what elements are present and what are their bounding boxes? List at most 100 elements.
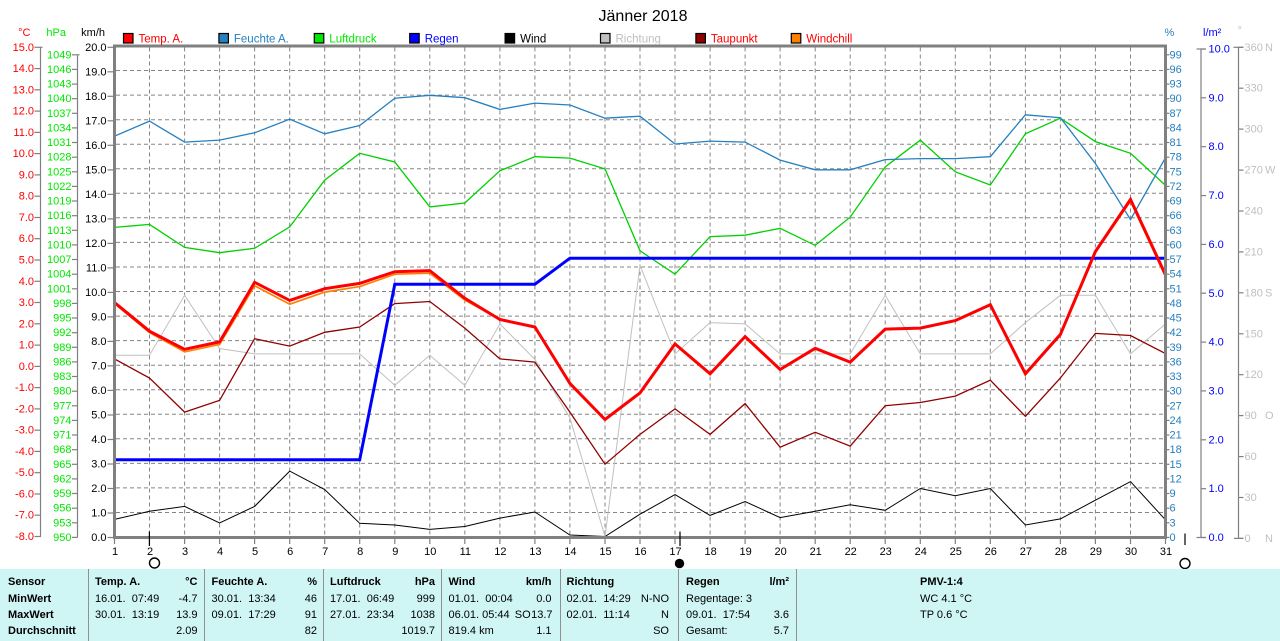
svg-text:16: 16 bbox=[634, 546, 646, 558]
svg-text:48: 48 bbox=[1170, 298, 1182, 310]
svg-text:1: 1 bbox=[112, 546, 118, 558]
svg-text:270: 270 bbox=[1245, 165, 1263, 177]
svg-text:10.0: 10.0 bbox=[13, 148, 34, 160]
svg-text:6: 6 bbox=[287, 546, 293, 558]
svg-text:0.0: 0.0 bbox=[1209, 532, 1224, 544]
svg-text:km/h: km/h bbox=[81, 27, 105, 39]
svg-text:9.0: 9.0 bbox=[19, 169, 34, 181]
svg-text:12.0: 12.0 bbox=[13, 106, 34, 118]
svg-text:1031: 1031 bbox=[47, 137, 71, 149]
svg-text:63: 63 bbox=[1170, 225, 1182, 237]
svg-text:39: 39 bbox=[1170, 342, 1182, 354]
svg-text:Windchill: Windchill bbox=[806, 34, 852, 46]
svg-text:1037: 1037 bbox=[47, 108, 71, 120]
svg-text:96: 96 bbox=[1170, 64, 1182, 76]
svg-text:968: 968 bbox=[53, 444, 71, 456]
svg-text:1019: 1019 bbox=[47, 196, 71, 208]
svg-text:18: 18 bbox=[704, 546, 716, 558]
svg-text:2.0: 2.0 bbox=[91, 483, 106, 495]
svg-text:Feuchte A.: Feuchte A. bbox=[234, 34, 289, 46]
svg-text:6.0: 6.0 bbox=[91, 385, 106, 397]
svg-text:W: W bbox=[1265, 165, 1276, 177]
svg-text:983: 983 bbox=[53, 371, 71, 383]
svg-text:-2.0: -2.0 bbox=[15, 403, 34, 415]
svg-text:N: N bbox=[1265, 533, 1273, 545]
svg-text:9.0: 9.0 bbox=[91, 311, 106, 323]
svg-text:24: 24 bbox=[915, 546, 927, 558]
svg-text:13.0: 13.0 bbox=[85, 213, 106, 225]
svg-text:3.0: 3.0 bbox=[19, 297, 34, 309]
svg-text:3: 3 bbox=[1170, 517, 1176, 529]
svg-text:1022: 1022 bbox=[47, 181, 71, 193]
svg-text:330: 330 bbox=[1245, 83, 1263, 95]
svg-text:989: 989 bbox=[53, 342, 71, 354]
svg-text:995: 995 bbox=[53, 313, 71, 325]
svg-text:Richtung: Richtung bbox=[616, 34, 661, 46]
svg-text:18: 18 bbox=[1170, 444, 1182, 456]
svg-text:8.0: 8.0 bbox=[91, 336, 106, 348]
svg-text:90: 90 bbox=[1170, 93, 1182, 105]
svg-text:7.0: 7.0 bbox=[91, 360, 106, 372]
svg-text:1004: 1004 bbox=[47, 269, 71, 281]
svg-text:84: 84 bbox=[1170, 122, 1182, 134]
svg-text:12: 12 bbox=[1170, 473, 1182, 485]
svg-text:81: 81 bbox=[1170, 137, 1182, 149]
svg-text:23: 23 bbox=[880, 546, 892, 558]
svg-text:27: 27 bbox=[1170, 400, 1182, 412]
svg-text:4: 4 bbox=[217, 546, 223, 558]
svg-text:962: 962 bbox=[53, 473, 71, 485]
svg-text:956: 956 bbox=[53, 503, 71, 515]
svg-text:5.0: 5.0 bbox=[91, 410, 106, 422]
svg-text:5.0: 5.0 bbox=[1209, 288, 1224, 300]
svg-text:0: 0 bbox=[1170, 532, 1176, 544]
svg-text:1034: 1034 bbox=[47, 122, 71, 134]
svg-text:150: 150 bbox=[1245, 328, 1263, 340]
svg-text:Temp. A.: Temp. A. bbox=[139, 34, 184, 46]
svg-text:0.0: 0.0 bbox=[91, 532, 106, 544]
svg-text:57: 57 bbox=[1170, 254, 1182, 266]
svg-text:3.0: 3.0 bbox=[91, 459, 106, 471]
svg-text:2.0: 2.0 bbox=[1209, 434, 1224, 446]
svg-text:Luftdruck: Luftdruck bbox=[329, 34, 377, 46]
svg-text:18.0: 18.0 bbox=[85, 91, 106, 103]
svg-text:Jänner 2018: Jänner 2018 bbox=[599, 8, 688, 25]
svg-text:S: S bbox=[1265, 287, 1272, 299]
svg-text:0.0: 0.0 bbox=[19, 361, 34, 373]
svg-text:17: 17 bbox=[669, 546, 681, 558]
svg-text:300: 300 bbox=[1245, 124, 1263, 136]
svg-text:120: 120 bbox=[1245, 369, 1263, 381]
svg-text:6: 6 bbox=[1170, 503, 1176, 515]
svg-text:90: 90 bbox=[1245, 410, 1257, 422]
svg-text:13: 13 bbox=[529, 546, 541, 558]
svg-text:75: 75 bbox=[1170, 166, 1182, 178]
svg-text:l/m²: l/m² bbox=[1203, 27, 1222, 39]
svg-text:-3.0: -3.0 bbox=[15, 425, 34, 437]
svg-text:20: 20 bbox=[774, 546, 786, 558]
svg-text:11.0: 11.0 bbox=[13, 127, 34, 139]
svg-text:210: 210 bbox=[1245, 246, 1263, 258]
svg-text:60: 60 bbox=[1245, 451, 1257, 463]
svg-text:6.0: 6.0 bbox=[19, 233, 34, 245]
svg-text:4.0: 4.0 bbox=[91, 434, 106, 446]
svg-text:19.0: 19.0 bbox=[85, 66, 106, 78]
svg-text:-7.0: -7.0 bbox=[15, 510, 34, 522]
svg-text:959: 959 bbox=[53, 488, 71, 500]
svg-text:1049: 1049 bbox=[47, 49, 71, 61]
svg-text:965: 965 bbox=[53, 459, 71, 471]
svg-text:1043: 1043 bbox=[47, 79, 71, 91]
svg-text:953: 953 bbox=[53, 517, 71, 529]
svg-text:hPa: hPa bbox=[46, 27, 66, 39]
svg-text:31: 31 bbox=[1160, 546, 1172, 558]
svg-text:87: 87 bbox=[1170, 108, 1182, 120]
svg-text:980: 980 bbox=[53, 386, 71, 398]
svg-text:42: 42 bbox=[1170, 327, 1182, 339]
svg-text:2: 2 bbox=[147, 546, 153, 558]
svg-text:20.0: 20.0 bbox=[85, 42, 106, 54]
svg-text:9: 9 bbox=[392, 546, 398, 558]
svg-text:28: 28 bbox=[1055, 546, 1067, 558]
svg-text:16.0: 16.0 bbox=[85, 140, 106, 152]
svg-text:14.0: 14.0 bbox=[13, 63, 34, 75]
svg-text:°C: °C bbox=[18, 27, 30, 39]
svg-text:14: 14 bbox=[564, 546, 576, 558]
svg-text:9.0: 9.0 bbox=[1209, 92, 1224, 104]
